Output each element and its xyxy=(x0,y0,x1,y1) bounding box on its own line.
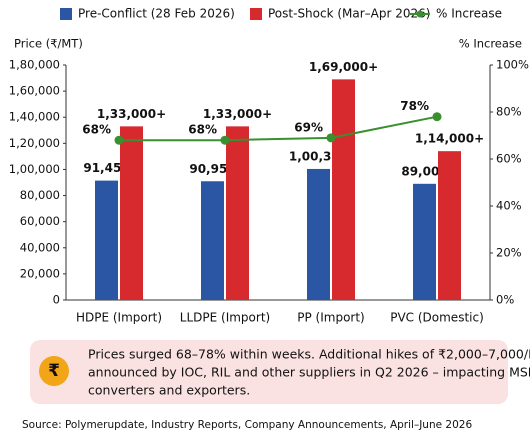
y2-tick-label: 60% xyxy=(496,152,522,166)
value-label: 91,452 xyxy=(83,161,129,175)
callout-text: Prices surged 68–78% within weeks. Addit… xyxy=(88,347,530,362)
value-label: 89,000 xyxy=(401,164,447,178)
y2-tick-label: 20% xyxy=(496,246,522,260)
value-label: 1,69,000+ xyxy=(309,60,378,74)
value-label: 78% xyxy=(400,99,429,113)
callout-icon-text: ₹ xyxy=(48,361,60,381)
y-axis-title: Price (₹/MT) xyxy=(14,37,83,51)
bar xyxy=(307,168,330,300)
value-label: 1,33,000+ xyxy=(203,107,272,121)
y-tick-label: 1,00,000 xyxy=(9,162,60,176)
y2-tick-label: 0% xyxy=(496,293,514,307)
legend-swatch xyxy=(416,10,424,18)
bar xyxy=(120,126,143,300)
y-tick-label: 0 xyxy=(53,293,60,307)
value-label: 1,33,000+ xyxy=(97,107,166,121)
bar xyxy=(332,79,355,300)
callout-icon xyxy=(39,356,69,386)
value-label: 68% xyxy=(82,123,111,137)
bar xyxy=(413,183,436,300)
x-tick-label: LLDPE (Import) xyxy=(180,311,270,325)
bar xyxy=(226,126,249,300)
bar xyxy=(438,151,461,300)
y2-tick-label: 80% xyxy=(496,105,522,119)
y-tick-label: 20,000 xyxy=(20,266,60,280)
x-tick-label: HDPE (Import) xyxy=(76,311,162,325)
y2-tick-label: 100% xyxy=(496,58,529,72)
legend-swatch xyxy=(60,8,72,20)
callout-text: converters and exporters. xyxy=(88,383,250,398)
y-tick-label: 80,000 xyxy=(20,188,60,202)
legend-label: % Increase xyxy=(436,7,502,21)
y-tick-label: 1,40,000 xyxy=(9,110,60,124)
value-label: 90,952 xyxy=(189,162,235,176)
x-tick-label: PVC (Domestic) xyxy=(390,311,484,325)
y-tick-label: 40,000 xyxy=(20,240,60,254)
y2-axis-title: % Increase xyxy=(459,37,522,51)
bar xyxy=(95,180,118,300)
value-label: 68% xyxy=(188,123,217,137)
x-tick-label: PP (Import) xyxy=(297,311,364,325)
line-marker xyxy=(432,112,442,122)
y-tick-label: 1,60,000 xyxy=(9,84,60,98)
line-marker xyxy=(220,135,230,145)
legend-label: Pre-Conflict (28 Feb 2026) xyxy=(78,7,235,21)
y-tick-label: 1,20,000 xyxy=(9,136,60,150)
line xyxy=(119,115,438,142)
y-tick-label: 1,80,000 xyxy=(9,58,60,72)
y2-tick-label: 40% xyxy=(496,199,522,213)
value-label: 69% xyxy=(294,120,323,134)
source: Source: Polymerupdate, Industry Reports,… xyxy=(22,419,472,431)
bar xyxy=(201,181,224,300)
line-marker xyxy=(326,133,336,143)
value-label: 1,14,000+ xyxy=(415,132,484,146)
callout-text: announced by IOC, RIL and other supplier… xyxy=(88,365,530,380)
legend-label: Post-Shock (Mar–Apr 2026) xyxy=(268,7,430,21)
y-tick-label: 60,000 xyxy=(20,214,60,228)
line-marker xyxy=(114,135,124,145)
legend-swatch xyxy=(250,8,262,20)
callout-box xyxy=(30,340,508,404)
